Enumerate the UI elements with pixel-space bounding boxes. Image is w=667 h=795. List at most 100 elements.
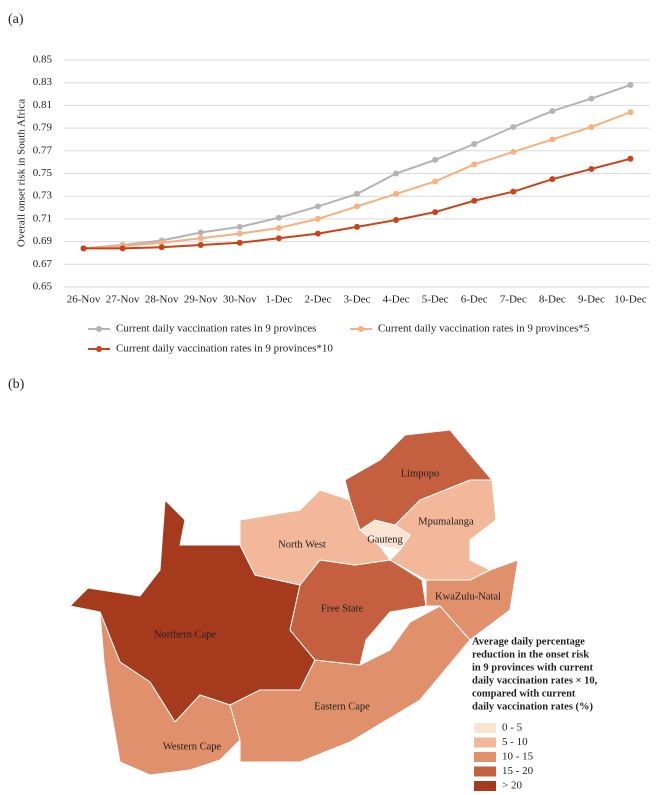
legend-label: Current daily vaccination rates in 9 pro… bbox=[116, 323, 316, 335]
x-tick-label: 1-Dec bbox=[265, 294, 292, 306]
province bbox=[229, 605, 471, 763]
province bbox=[344, 429, 493, 531]
legend-swatch bbox=[474, 723, 496, 733]
point bbox=[197, 235, 204, 242]
y-tick-label: 0.83 bbox=[33, 76, 53, 88]
y-tick-label: 0.79 bbox=[33, 122, 53, 134]
legend-swatch bbox=[474, 781, 496, 791]
legend-title: daily vaccination rates (%) bbox=[472, 701, 594, 712]
point bbox=[393, 170, 400, 177]
province-label: Mpumalanga bbox=[418, 516, 474, 527]
panel-label: (b) bbox=[8, 377, 25, 392]
point bbox=[354, 223, 360, 230]
x-tick-label: 29-Nov bbox=[184, 294, 218, 306]
y-tick-label: 0.69 bbox=[33, 235, 53, 247]
point bbox=[158, 244, 165, 251]
legend-label: Current daily vaccination rates in 9 pro… bbox=[116, 343, 333, 355]
panel-label: (a) bbox=[8, 12, 24, 27]
x-tick-label: 4-Dec bbox=[383, 294, 410, 306]
legend-marker bbox=[96, 326, 102, 332]
point bbox=[119, 245, 126, 252]
province-label: Free State bbox=[321, 603, 364, 614]
point bbox=[314, 215, 321, 222]
point bbox=[236, 230, 243, 237]
y-tick-label: 0.73 bbox=[33, 190, 53, 202]
point bbox=[549, 136, 556, 143]
legend-label: > 20 bbox=[502, 780, 522, 792]
point bbox=[236, 239, 243, 246]
y-tick-label: 0.71 bbox=[33, 212, 52, 224]
legend-label: 10 - 15 bbox=[502, 751, 534, 763]
point bbox=[393, 190, 400, 197]
x-tick-label: 27-Nov bbox=[106, 294, 140, 306]
point bbox=[80, 245, 87, 252]
point bbox=[158, 239, 165, 246]
point bbox=[471, 161, 478, 168]
x-tick-label: 26-Nov bbox=[67, 294, 101, 306]
point bbox=[314, 203, 321, 210]
legend-swatch bbox=[474, 737, 496, 748]
legend-marker bbox=[96, 346, 102, 352]
province bbox=[99, 611, 241, 776]
point bbox=[354, 203, 360, 210]
legend-swatch bbox=[474, 752, 496, 762]
province-label: Limpopo bbox=[401, 468, 440, 479]
y-tick-label: 0.77 bbox=[33, 144, 53, 156]
legend-label: Current daily vaccination rates in 9 pro… bbox=[378, 323, 590, 335]
legend-label: 5 - 10 bbox=[502, 736, 528, 748]
x-tick-label: 3-Dec bbox=[344, 294, 371, 306]
x-tick-label: 5-Dec bbox=[422, 294, 449, 306]
x-tick-label: 9-Dec bbox=[578, 294, 605, 306]
point bbox=[314, 230, 321, 237]
point bbox=[471, 140, 478, 147]
x-tick-label: 28-Nov bbox=[145, 294, 179, 306]
x-tick-label: 30-Nov bbox=[223, 294, 257, 306]
province-label: KwaZulu-Natal bbox=[435, 591, 501, 602]
legend-marker bbox=[358, 326, 364, 332]
point bbox=[275, 235, 282, 242]
province-label: North West bbox=[278, 539, 326, 550]
point bbox=[549, 176, 556, 183]
point bbox=[432, 156, 439, 163]
point bbox=[510, 148, 517, 155]
legend-title: Average daily percentage bbox=[472, 636, 585, 647]
x-tick-label: 8-Dec bbox=[539, 294, 566, 306]
point bbox=[275, 214, 282, 221]
point bbox=[627, 155, 634, 162]
y-tick-label: 0.81 bbox=[33, 99, 52, 111]
point bbox=[510, 188, 517, 195]
point bbox=[510, 123, 517, 130]
point bbox=[275, 224, 282, 231]
point bbox=[432, 209, 439, 216]
point bbox=[354, 190, 360, 197]
point bbox=[549, 108, 556, 115]
legend-title: daily vaccination rates × 10, bbox=[472, 675, 598, 686]
legend-label: 0 - 5 bbox=[502, 722, 523, 734]
y-tick-label: 0.65 bbox=[33, 281, 53, 293]
x-tick-label: 2-Dec bbox=[304, 294, 331, 306]
legend-title: reduction in the onset risk bbox=[472, 649, 589, 660]
province-label: Gauteng bbox=[367, 534, 403, 545]
point bbox=[588, 95, 595, 102]
point bbox=[236, 223, 243, 230]
point bbox=[627, 109, 634, 116]
legend-label: 15 - 20 bbox=[502, 765, 534, 777]
point bbox=[197, 229, 204, 236]
point bbox=[588, 123, 595, 130]
point bbox=[432, 178, 439, 185]
legend-swatch bbox=[474, 766, 496, 777]
point bbox=[197, 242, 204, 249]
y-tick-label: 0.85 bbox=[33, 54, 53, 66]
point bbox=[588, 165, 595, 172]
legend-title: compared with current bbox=[472, 688, 576, 699]
y-tick-label: 0.67 bbox=[33, 258, 53, 270]
province-label: Eastern Cape bbox=[314, 701, 370, 712]
x-tick-label: 7-Dec bbox=[500, 294, 527, 306]
y-tick-label: 0.75 bbox=[33, 167, 53, 179]
x-tick-label: 10-Dec bbox=[614, 294, 646, 306]
province-label: Western Cape bbox=[163, 741, 222, 752]
point bbox=[627, 81, 634, 88]
point bbox=[393, 217, 400, 224]
x-tick-label: 6-Dec bbox=[461, 294, 488, 306]
